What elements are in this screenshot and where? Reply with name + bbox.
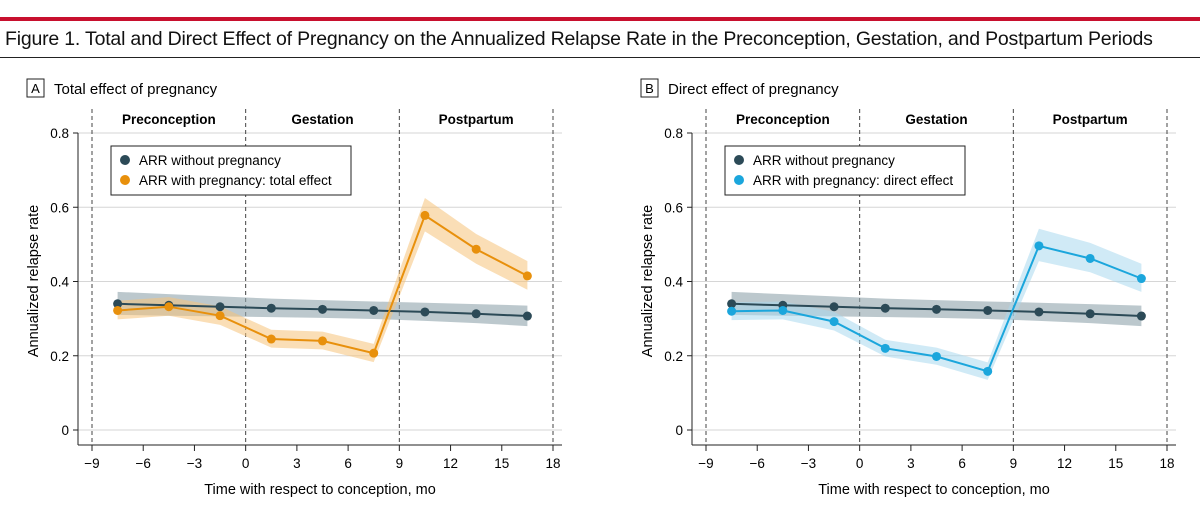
panel-a-series-1-point [113,299,123,309]
panel-b-legend-label: ARR without pregnancy [753,153,895,168]
panel-b-legend-marker [734,155,744,165]
panel-a-ylabel: Annualized relapse rate [26,205,42,357]
panel-a-xtick-label: 18 [545,456,560,471]
panel-a-xtick-label: −9 [84,456,99,471]
panel-b-ytick-label: 0.6 [664,200,683,215]
panel-b-xtick-label: 15 [1108,456,1123,471]
panel-b-series-2-point [1136,274,1146,284]
panel-a-series-1-point [318,304,327,314]
panel-a-ytick-label: 0.4 [50,275,69,290]
panel-b: B Direct effect of pregnancy 0 0.2 0.4 0.6 0.8… [640,78,1176,498]
panel-b-xtick-label: 9 [1010,456,1018,471]
panel-b-xtick-label: 18 [1159,456,1174,471]
panel-b-series-1-point [1085,309,1095,319]
panel-a-series-2-point [471,244,481,254]
panel-a-series-2-point [318,336,327,346]
panel-a-xtick-label: 3 [293,456,301,471]
panel-b-legend-marker [734,175,744,185]
panel-a-series-2-point [113,305,123,315]
panel-a-title: Total effect of pregnancy [54,81,218,98]
figure-title: Figure 1. Total and Direct Effect of Pre… [5,28,1153,50]
panel-a-series-2-point [266,334,276,344]
panel-a-legend-label: ARR with pregnancy: total effect [139,173,332,188]
panel-a-series-2-point [522,271,532,281]
panel-b-series-1-point [932,304,941,314]
panel-b-xlabel: Time with respect to conception, mo [818,482,1050,498]
panel-b-letter: B [645,81,654,96]
panel-a-ytick-label: 0.6 [50,200,69,215]
panel-a-period-label: Postpartum [439,112,514,127]
panel-b-series-2-point [1085,253,1095,263]
panel-a-series-2-point [215,311,225,321]
panel-a-series-1-point [471,309,481,319]
panel-a-series-2-point [369,348,379,358]
panel-b-legend-label: ARR with pregnancy: direct effect [753,173,953,188]
panel-b-period-label: Postpartum [1053,112,1128,127]
panel-a-series-1-point [420,307,430,317]
panel-a-legend-marker [120,155,130,165]
panel-a-series-1-point [266,303,276,313]
panel-a-xlabel: Time with respect to conception, mo [204,482,436,498]
panel-b-series-1-point [829,302,839,312]
title-rule [0,57,1200,58]
panel-b-series-2-point [880,343,890,353]
panel-b-xtick-label: −6 [750,456,765,471]
panel-b-series-1-point [1136,311,1146,321]
panel-b-series-2-point [778,305,788,315]
panel-a-xtick-label: 9 [396,456,404,471]
panel-b-ylabel: Annualized relapse rate [640,205,656,357]
panel-b-ytick-label: 0.4 [664,275,683,290]
panel-b-legend [724,145,966,196]
panel-b-series-2-point [983,366,993,376]
panel-a-series-1-point [215,302,225,312]
panel-a-xtick-label: −3 [187,456,202,471]
panel-a-legend-label: ARR without pregnancy [139,153,281,168]
panel-a-series-2-ci-band [117,198,528,363]
panel-a-series-2-point [164,302,174,312]
panel-a-letter: A [31,81,40,96]
panel-b-xtick-label: 3 [907,456,915,471]
panel-b-title: Direct effect of pregnancy [668,81,839,98]
panel-a-xtick-label: 6 [344,456,352,471]
panel-a-xtick-label: 0 [242,456,250,471]
panel-a-legend-marker [120,175,130,185]
panel-b-series-2-point [727,306,737,316]
panel-b-series-1-point [983,305,993,315]
panel-a-xtick-label: 15 [494,456,509,471]
panel-b-series-1-point [880,303,890,313]
panel-a-series-1-point [369,305,379,315]
panel-a-letter-box [26,78,45,98]
panel-b-xtick-label: 6 [958,456,966,471]
panel-b-xtick-label: −9 [698,456,713,471]
panel-b-xtick-label: 12 [1057,456,1072,471]
panel-b-series-2-ci-band [731,228,1142,380]
panel-a-period-label: Preconception [122,112,216,127]
top-accent-bar [0,17,1200,21]
panel-b-xtick-label: 0 [856,456,864,471]
panel-b-letter-box [640,78,659,98]
panel-b-series-1-point [727,299,737,309]
panel-b-ytick-label: 0 [675,423,683,438]
panel-a: A Total effect of pregnancy 0 0.2 0.4 0.6 0.8 P… [26,78,562,498]
panel-a-period-label: Gestation [291,112,353,127]
panel-b-series-2-point [1034,241,1044,251]
panel-b-period-label: Gestation [905,112,967,127]
panel-a-series-1-point [522,311,532,321]
panel-b-series-2-point [932,351,941,361]
panel-a-series-2-point [420,210,430,220]
panel-b-series-1-point [1034,307,1044,317]
panel-b-ytick-label: 0.2 [664,349,683,364]
panel-a-ytick-label: 0 [61,423,69,438]
panel-a-ytick-label: 0.8 [50,126,69,141]
panel-a-xtick-label: 12 [443,456,458,471]
panel-b-ytick-label: 0.8 [664,126,683,141]
panel-b-xtick-label: −3 [801,456,816,471]
panel-b-series-2-point [829,317,839,327]
panel-a-ytick-label: 0.2 [50,349,69,364]
panel-a-xtick-label: −6 [136,456,151,471]
panel-a-legend [110,145,352,196]
panel-b-period-label: Preconception [736,112,830,127]
